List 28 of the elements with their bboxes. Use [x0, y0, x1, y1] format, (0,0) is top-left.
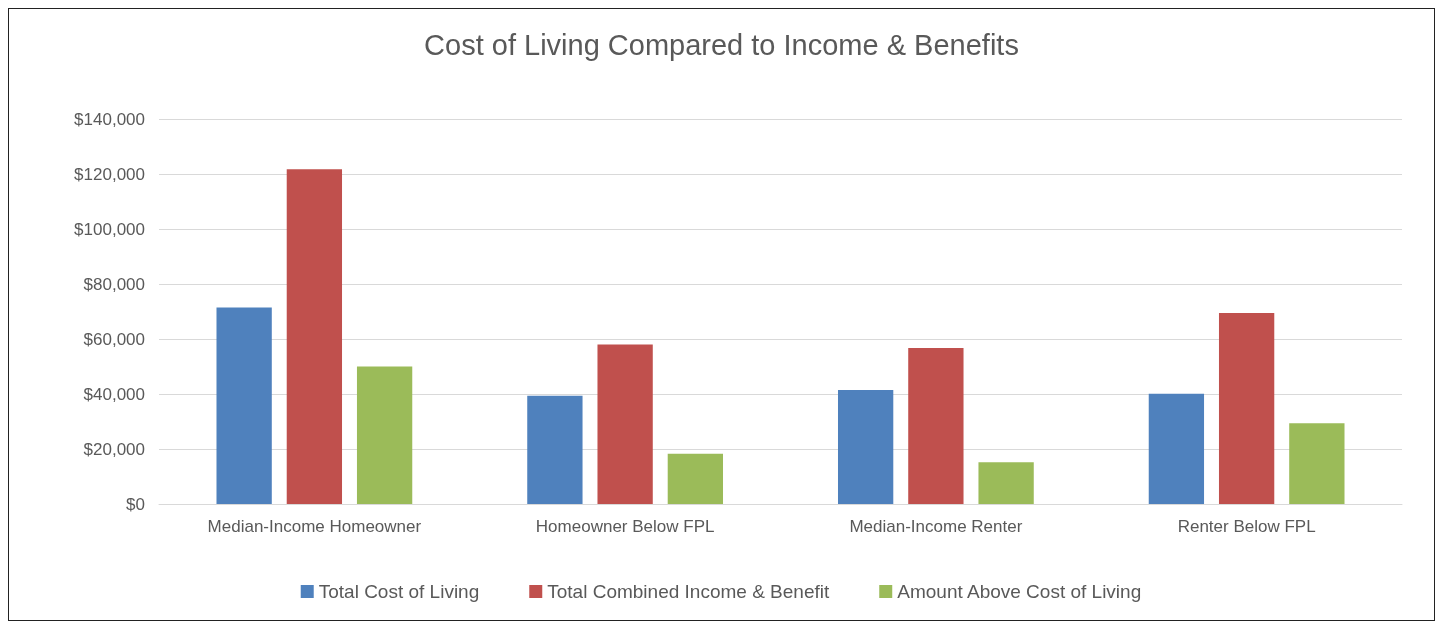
y-tick-label: $40,000: [83, 384, 145, 404]
bar: [1148, 393, 1205, 504]
bar: [1289, 423, 1345, 504]
y-tick-label: $20,000: [83, 439, 145, 459]
bar: [1218, 312, 1275, 504]
legend-label: Total Cost of Living: [318, 581, 480, 602]
bar: [527, 395, 583, 504]
chart-title: Cost of Living Compared to Income & Benefits: [424, 28, 1019, 61]
bar: [216, 307, 272, 504]
bar: [667, 453, 724, 504]
bar: [978, 462, 1034, 504]
y-tick-label: $60,000: [83, 329, 145, 349]
legend-label: Total Combined Income & Benefit: [547, 581, 830, 602]
bar: [908, 348, 964, 504]
legend-label: Amount Above Cost of Living: [897, 581, 1142, 602]
x-tick-label: Median-Income Renter: [849, 517, 1023, 536]
bar: [356, 366, 413, 504]
y-tick-label: $0: [126, 494, 145, 514]
x-tick-label: Renter Below FPL: [1177, 517, 1316, 536]
x-tick-label: Homeowner Below FPL: [535, 517, 715, 536]
y-tick-label: $80,000: [83, 274, 145, 294]
y-tick-label: $100,000: [74, 219, 145, 239]
bar: [286, 169, 343, 504]
bar: [837, 389, 894, 504]
y-tick-label: $140,000: [74, 109, 145, 129]
y-tick-label: $120,000: [74, 164, 145, 184]
bar: [597, 344, 653, 504]
x-tick-label: Median-Income Homeowner: [207, 517, 422, 536]
